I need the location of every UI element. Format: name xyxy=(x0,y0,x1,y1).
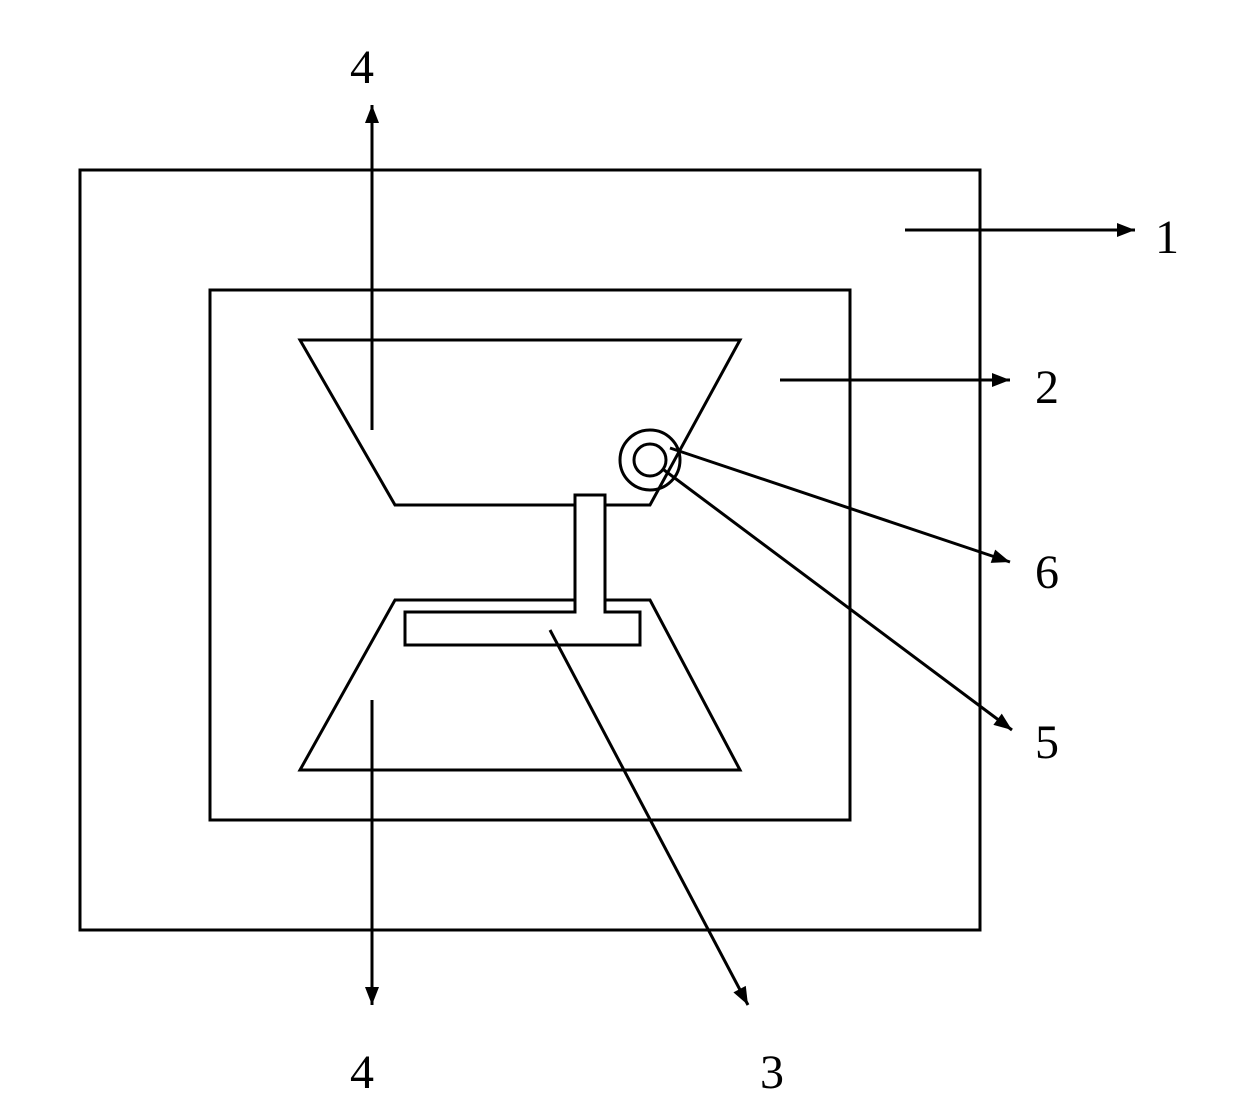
label-5: 5 xyxy=(1035,715,1059,770)
feed-stem xyxy=(575,495,605,612)
label-4-top: 4 xyxy=(350,40,374,95)
label-4-bottom: 4 xyxy=(350,1045,374,1100)
label-3: 3 xyxy=(760,1045,784,1100)
label-6: 6 xyxy=(1035,545,1059,600)
leader-3-arrowhead xyxy=(733,986,748,1005)
leader-5-arrowhead xyxy=(993,714,1012,730)
outer-rect xyxy=(80,170,980,930)
inner-rect xyxy=(210,290,850,820)
leader-6-arrowhead xyxy=(991,550,1010,563)
leader-4-top-arrowhead xyxy=(365,105,379,123)
leader-6 xyxy=(670,448,1010,562)
coax-inner-circle xyxy=(634,444,666,476)
label-2: 2 xyxy=(1035,360,1059,415)
leader-5 xyxy=(664,470,1012,730)
coax-outer-circle xyxy=(620,430,680,490)
leader-4-bottom-arrowhead xyxy=(365,987,379,1005)
leader-2-arrowhead xyxy=(992,373,1010,387)
diagram-canvas: 1 2 3 4 4 5 6 xyxy=(0,0,1240,1097)
leader-1-arrowhead xyxy=(1117,223,1135,237)
label-1: 1 xyxy=(1155,210,1179,265)
feed-bar xyxy=(405,612,640,645)
leader-3 xyxy=(550,630,748,1005)
